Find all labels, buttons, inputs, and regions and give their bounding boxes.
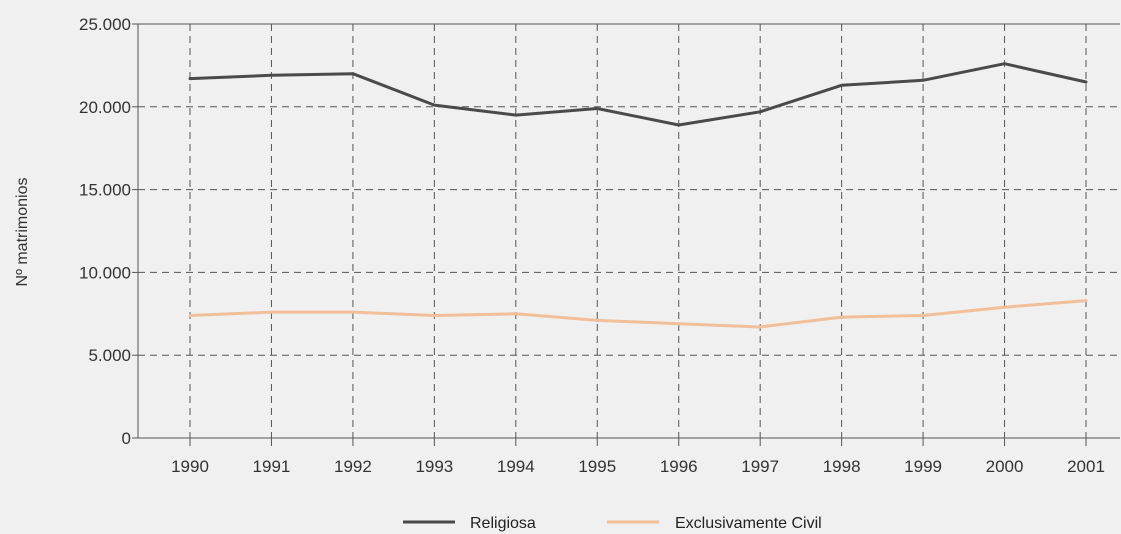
legend: Religiosa Exclusivamente Civil [403,515,822,532]
y-tick-label: 10.000 [79,263,131,282]
legend-label: Religiosa [470,515,536,532]
x-tick-label: 1998 [823,457,861,476]
y-tick-label: 15.000 [79,181,131,200]
series-line-2 [188,299,1088,329]
x-tick-label: 1994 [497,457,535,476]
y-tick-label: 0 [122,429,131,448]
x-tick-label: 2001 [1067,457,1105,476]
y-tick-label: 25.000 [79,15,131,34]
x-tick-label: 1999 [904,457,942,476]
x-tick-label: 1993 [415,457,453,476]
series-line-1 [188,62,1088,127]
x-tick-label: 2000 [986,457,1024,476]
x-tick-label: 1990 [171,457,209,476]
y-tick-label: 20.000 [79,98,131,117]
legend-label: Exclusivamente Civil [675,515,822,532]
x-tick-label: 1997 [741,457,779,476]
y-tick-label: 5.000 [88,346,131,365]
x-tick-label: 1996 [660,457,698,476]
grid-layer [138,23,1120,438]
x-tick-label: 1992 [334,457,372,476]
x-tick-label: 1995 [578,457,616,476]
y-axis-label: Nº matrimonios [14,178,31,287]
x-tick-label: 1991 [253,457,291,476]
axis-layer: 0 5.000 10.000 15.000 20.000 25.000 1990 1991 19… [79,15,1120,476]
series-layer [188,62,1088,329]
